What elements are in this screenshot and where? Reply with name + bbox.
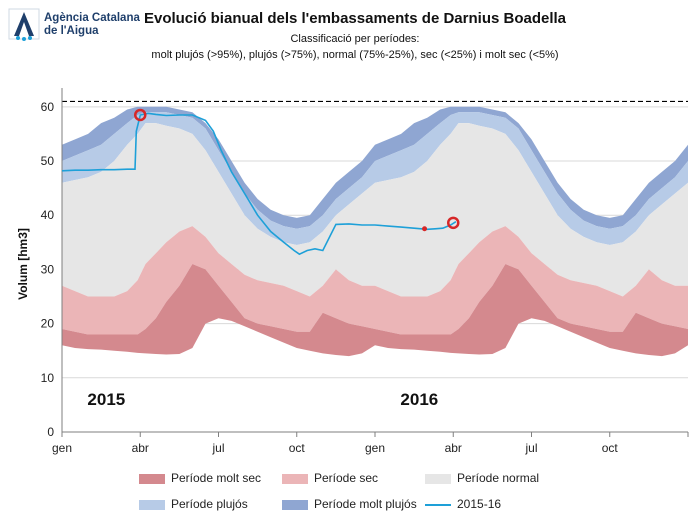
y-tick-label-0: 0 bbox=[47, 425, 54, 439]
x-tick-label-2: jul bbox=[211, 441, 224, 455]
y-tick-label-60: 60 bbox=[41, 100, 55, 114]
chart-subtitle: Classificació per períodes: molt plujós … bbox=[120, 31, 590, 63]
marker-dot-1 bbox=[422, 226, 428, 232]
y-axis-label: Volum [hm3] bbox=[16, 228, 30, 300]
y-tick-label-30: 30 bbox=[41, 262, 55, 276]
x-tick-label-5: abr bbox=[445, 441, 462, 455]
legend-swatch-plujos bbox=[139, 500, 165, 510]
x-tick-label-6: jul bbox=[524, 441, 537, 455]
legend-label-sec: Període sec bbox=[314, 471, 379, 485]
legend-swatch-molt-plujos bbox=[282, 500, 308, 510]
year-label-0: 2015 bbox=[87, 390, 125, 409]
legend-swatch-normal bbox=[425, 474, 451, 484]
legend-label-plujos: Període plujós bbox=[171, 497, 248, 511]
band-molt-sec-y2 bbox=[375, 264, 688, 357]
legend-label-molt-plujos: Període molt plujós bbox=[314, 497, 417, 511]
aca-logo-icon bbox=[8, 8, 40, 41]
y-tick-label-20: 20 bbox=[41, 317, 55, 331]
band-molt-sec-y1 bbox=[62, 264, 375, 357]
marker-circle-2 bbox=[447, 216, 460, 230]
chart-title: Evolució bianual dels l'embassaments de … bbox=[143, 10, 567, 27]
y-tick-label-50: 50 bbox=[41, 154, 55, 168]
y-tick-label-40: 40 bbox=[41, 208, 55, 222]
legend-swatch-molt-sec bbox=[139, 474, 165, 484]
year-label-1: 2016 bbox=[400, 390, 438, 409]
y-tick-label-10: 10 bbox=[41, 371, 55, 385]
x-tick-label-0: gen bbox=[52, 441, 72, 455]
aca-logo: Agència Catalana de l'Aigua bbox=[8, 8, 148, 46]
legend-swatch-sec bbox=[282, 474, 308, 484]
x-tick-label-4: gen bbox=[365, 441, 385, 455]
marker-circle-0 bbox=[134, 108, 147, 122]
legend-line-2015-16 bbox=[425, 504, 451, 506]
legend-label-2015-16: 2015-16 bbox=[457, 497, 502, 511]
series-line-2015-16 bbox=[61, 112, 457, 256]
logo-text: Agència Catalana de l'Aigua bbox=[44, 12, 140, 38]
subtitle-line-2: molt plujós (>95%), plujós (>75%), norma… bbox=[151, 49, 559, 61]
x-tick-label-7: oct bbox=[602, 441, 619, 455]
x-tick-label-1: abr bbox=[132, 441, 149, 455]
legend-label-normal: Període normal bbox=[457, 471, 540, 485]
band-sec-y1 bbox=[62, 226, 375, 335]
band-normal-y2 bbox=[375, 123, 688, 297]
x-tick-label-3: oct bbox=[289, 441, 306, 455]
logo-line-1: Agència Catalana bbox=[44, 12, 140, 24]
subtitle-line-1: Classificació per períodes: bbox=[290, 33, 420, 45]
band-sec-y2 bbox=[375, 226, 688, 335]
legend-label-molt-sec: Període molt sec bbox=[171, 471, 262, 485]
logo-line-2: de l'Aigua bbox=[44, 25, 99, 37]
